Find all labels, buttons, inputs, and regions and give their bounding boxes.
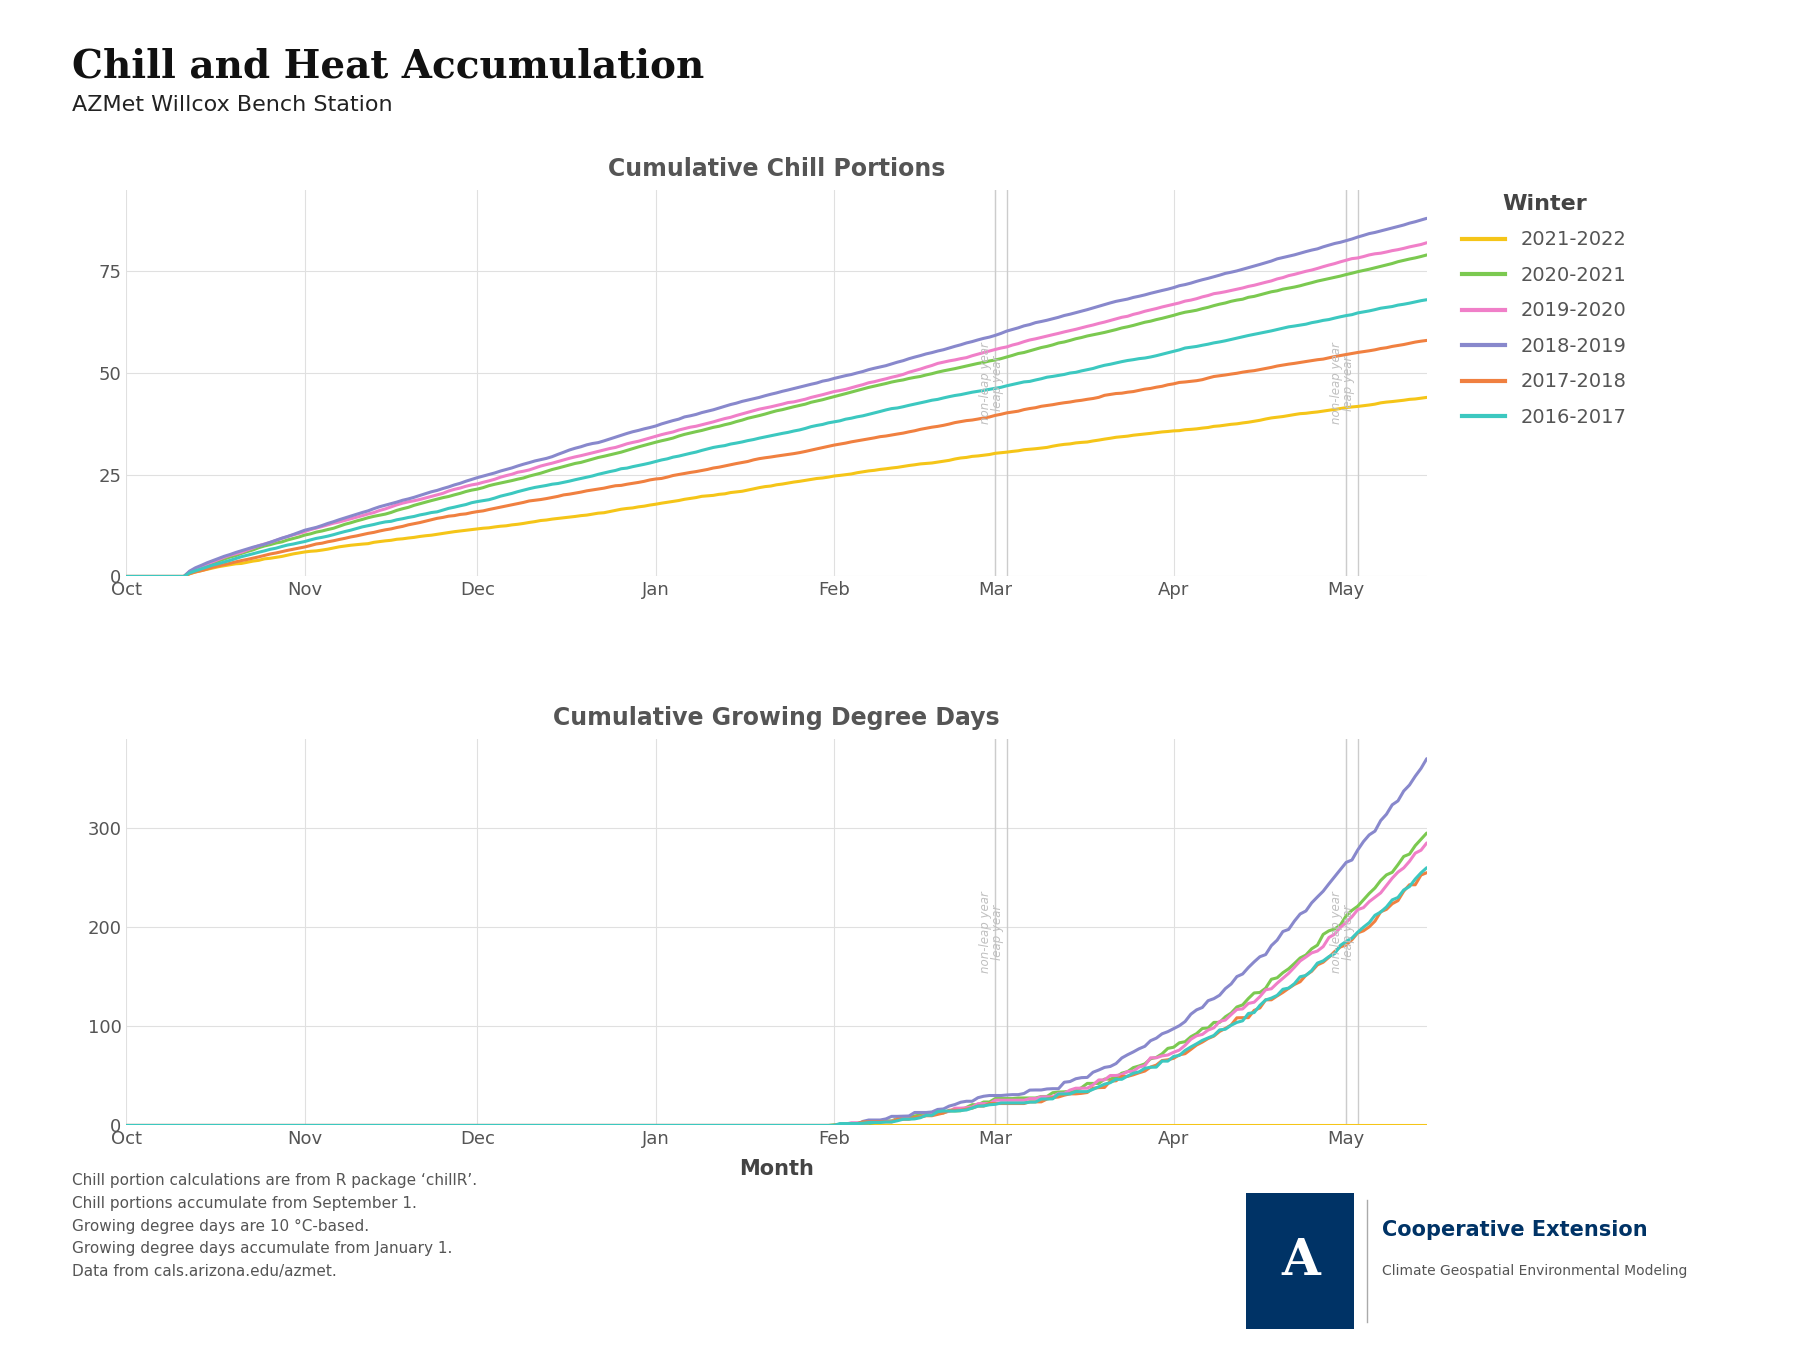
Text: A: A <box>1280 1237 1319 1285</box>
Text: AZMet Willcox Bench Station: AZMet Willcox Bench Station <box>72 95 393 115</box>
Title: Cumulative Chill Portions: Cumulative Chill Portions <box>608 157 944 180</box>
Text: Chill portion calculations are from R package ‘chillR’.
Chill portions accumulat: Chill portion calculations are from R pa… <box>72 1173 477 1279</box>
Text: non-leap year: non-leap year <box>1330 891 1343 974</box>
Text: leap year: leap year <box>991 355 1004 411</box>
Text: Cooperative Extension: Cooperative Extension <box>1381 1220 1646 1241</box>
Text: leap year: leap year <box>1341 355 1354 411</box>
Text: Climate Geospatial Environmental Modeling: Climate Geospatial Environmental Modelin… <box>1381 1264 1686 1277</box>
Text: non-leap year: non-leap year <box>978 342 991 424</box>
Title: Cumulative Growing Degree Days: Cumulative Growing Degree Days <box>552 706 1000 730</box>
Text: leap year: leap year <box>1341 904 1354 960</box>
Text: Chill and Heat Accumulation: Chill and Heat Accumulation <box>72 47 704 85</box>
Legend: 2021-2022, 2020-2021, 2019-2020, 2018-2019, 2017-2018, 2016-2017: 2021-2022, 2020-2021, 2019-2020, 2018-20… <box>1453 186 1634 435</box>
X-axis label: Month: Month <box>738 1159 814 1180</box>
Text: non-leap year: non-leap year <box>1330 342 1343 424</box>
Text: non-leap year: non-leap year <box>978 891 991 974</box>
Text: leap year: leap year <box>991 904 1004 960</box>
